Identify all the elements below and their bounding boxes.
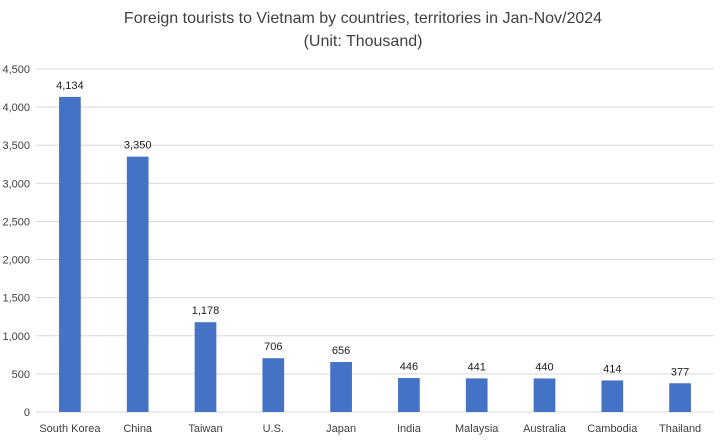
chart-subtitle: (Unit: Thousand) bbox=[303, 33, 423, 50]
x-tick-label: Malaysia bbox=[455, 423, 499, 435]
y-tick-label: 3,000 bbox=[2, 178, 30, 190]
y-tick-label: 1,000 bbox=[2, 331, 30, 343]
bar bbox=[465, 378, 488, 412]
data-label: 414 bbox=[603, 363, 621, 375]
y-tick-label: 0 bbox=[24, 407, 30, 419]
x-tick-label: South Korea bbox=[39, 423, 101, 435]
data-label: 706 bbox=[264, 341, 282, 353]
data-label: 656 bbox=[332, 345, 350, 357]
x-tick-label: India bbox=[397, 423, 422, 435]
y-tick-label: 3,500 bbox=[2, 140, 30, 152]
bar bbox=[398, 378, 420, 412]
bar bbox=[601, 380, 624, 412]
x-tick-label: Australia bbox=[523, 423, 567, 435]
y-tick-label: 4,000 bbox=[2, 102, 30, 114]
x-tick-label: Thailand bbox=[659, 423, 701, 435]
y-tick-label: 2,500 bbox=[2, 216, 30, 228]
bar bbox=[126, 156, 149, 412]
bar bbox=[330, 361, 352, 412]
data-label: 3,350 bbox=[124, 140, 152, 152]
data-label: 377 bbox=[671, 366, 689, 378]
x-tick-label: U.S. bbox=[263, 423, 284, 435]
data-label: 440 bbox=[535, 361, 553, 373]
data-label: 4,134 bbox=[56, 80, 84, 92]
x-tick-label: Japan bbox=[326, 423, 356, 435]
data-label: 441 bbox=[468, 361, 486, 373]
y-tick-label: 1,500 bbox=[2, 293, 30, 305]
chart-title: Foreign tourists to Vietnam by countries… bbox=[123, 10, 603, 27]
y-tick-label: 2,000 bbox=[2, 255, 30, 267]
x-tick-label: Cambodia bbox=[587, 423, 638, 435]
x-tick-label: Taiwan bbox=[188, 423, 222, 435]
bar bbox=[194, 322, 217, 412]
x-tick-label: China bbox=[123, 423, 153, 435]
bar bbox=[262, 358, 285, 412]
data-label: 446 bbox=[400, 361, 418, 373]
bar bbox=[533, 378, 556, 412]
y-tick-label: 500 bbox=[12, 369, 30, 381]
y-tick-label: 4,500 bbox=[2, 64, 30, 76]
bar bbox=[59, 96, 81, 412]
bar bbox=[669, 383, 691, 412]
data-label: 1,178 bbox=[192, 305, 220, 317]
